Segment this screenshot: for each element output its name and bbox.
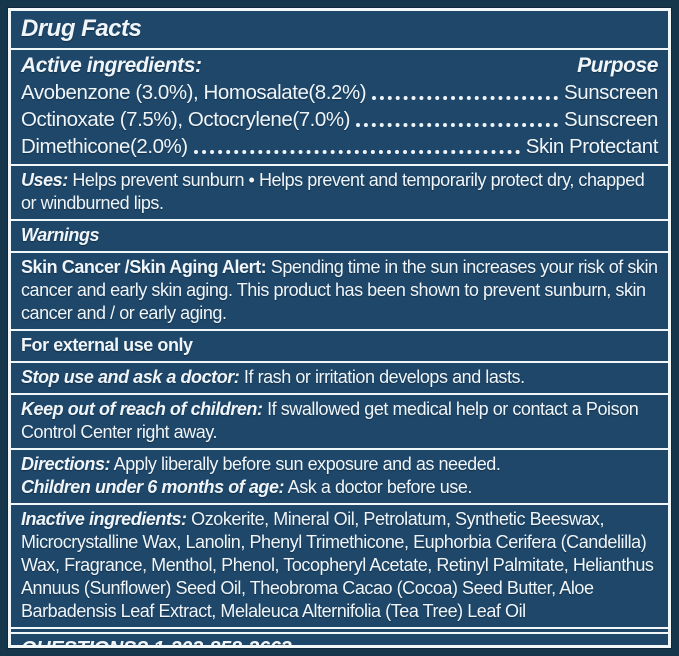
- directions-line: Directions: Apply liberally before sun e…: [21, 453, 658, 476]
- external-use-text: For external use only: [21, 335, 193, 355]
- directions-text: Apply liberally before sun exposure and …: [113, 454, 501, 474]
- children-under-6-text: Ask a doctor before use.: [287, 477, 473, 497]
- uses-text: Helps prevent sunburn • Helps prevent an…: [21, 170, 645, 213]
- skin-alert-section: Skin Cancer /Skin Aging Alert: Spending …: [11, 251, 668, 329]
- inactive-ingredients-text: Ozokerite, Mineral Oil, Petrolatum, Synt…: [21, 509, 654, 621]
- children-under-6-heading: Children under 6 months of age:: [21, 477, 285, 497]
- ingredient-row: Octinoxate (7.5%), Octocrylene(7.0%) Sun…: [21, 106, 658, 133]
- keep-out-section: Keep out of reach of children: If swallo…: [11, 393, 668, 448]
- skin-alert-text: Spending time in the sun increases your …: [21, 257, 658, 323]
- purpose-heading: Purpose: [577, 54, 658, 77]
- dotted-leader: [356, 123, 559, 127]
- inactive-ingredients-section: Inactive ingredients: Ozokerite, Mineral…: [11, 503, 668, 627]
- active-ingredients-section: Active ingredients: Purpose Avobenzone (…: [11, 48, 668, 164]
- warnings-heading: Warnings: [21, 225, 100, 245]
- stop-use-text: If rash or irritation develops and lasts…: [243, 367, 525, 387]
- ingredient-name: Octinoxate (7.5%), Octocrylene(7.0%): [21, 108, 351, 131]
- active-ingredients-header: Active ingredients: Purpose: [21, 53, 658, 79]
- dotted-leader: [372, 96, 559, 100]
- ingredient-row: Dimethicone(2.0%) Skin Protectant: [21, 133, 658, 160]
- stop-use-heading: Stop use and ask a doctor:: [21, 367, 240, 387]
- ingredient-name: Avobenzone (3.0%), Homosalate(8.2%): [21, 81, 367, 104]
- directions-heading: Directions:: [21, 454, 111, 474]
- external-use-section: For external use only: [11, 329, 668, 361]
- active-ingredients-heading: Active ingredients:: [21, 54, 202, 77]
- children-under-6-line: Children under 6 months of age: Ask a do…: [21, 476, 658, 499]
- warnings-section: Warnings: [11, 219, 668, 251]
- ingredient-purpose: Sunscreen: [564, 108, 658, 131]
- ingredient-purpose: Sunscreen: [564, 81, 658, 104]
- ingredient-purpose: Skin Protectant: [525, 135, 659, 158]
- ingredient-row: Avobenzone (3.0%), Homosalate(8.2%) Suns…: [21, 79, 658, 106]
- directions-section: Directions: Apply liberally before sun e…: [11, 448, 668, 503]
- keep-out-heading: Keep out of reach of children:: [21, 399, 263, 419]
- uses-section: Uses: Helps prevent sunburn • Helps prev…: [11, 164, 668, 219]
- dotted-leader: [193, 150, 520, 154]
- skin-alert-heading: Skin Cancer /Skin Aging Alert:: [21, 257, 267, 277]
- drug-facts-title: Drug Facts: [21, 15, 142, 42]
- keep-out-text: If swallowed get medical help or contact…: [21, 399, 639, 442]
- inactive-ingredients-heading: Inactive ingredients:: [21, 509, 187, 529]
- questions-section: QUESTIONS? 1-203-858-2663: [11, 627, 668, 645]
- ingredient-name: Dimethicone(2.0%): [21, 135, 188, 158]
- uses-heading: Uses:: [21, 170, 68, 190]
- drug-facts-label: Drug Facts Active ingredients: Purpose A…: [8, 8, 671, 648]
- stop-use-section: Stop use and ask a doctor: If rash or ir…: [11, 361, 668, 393]
- questions-text: QUESTIONS? 1-203-858-2663: [21, 638, 292, 645]
